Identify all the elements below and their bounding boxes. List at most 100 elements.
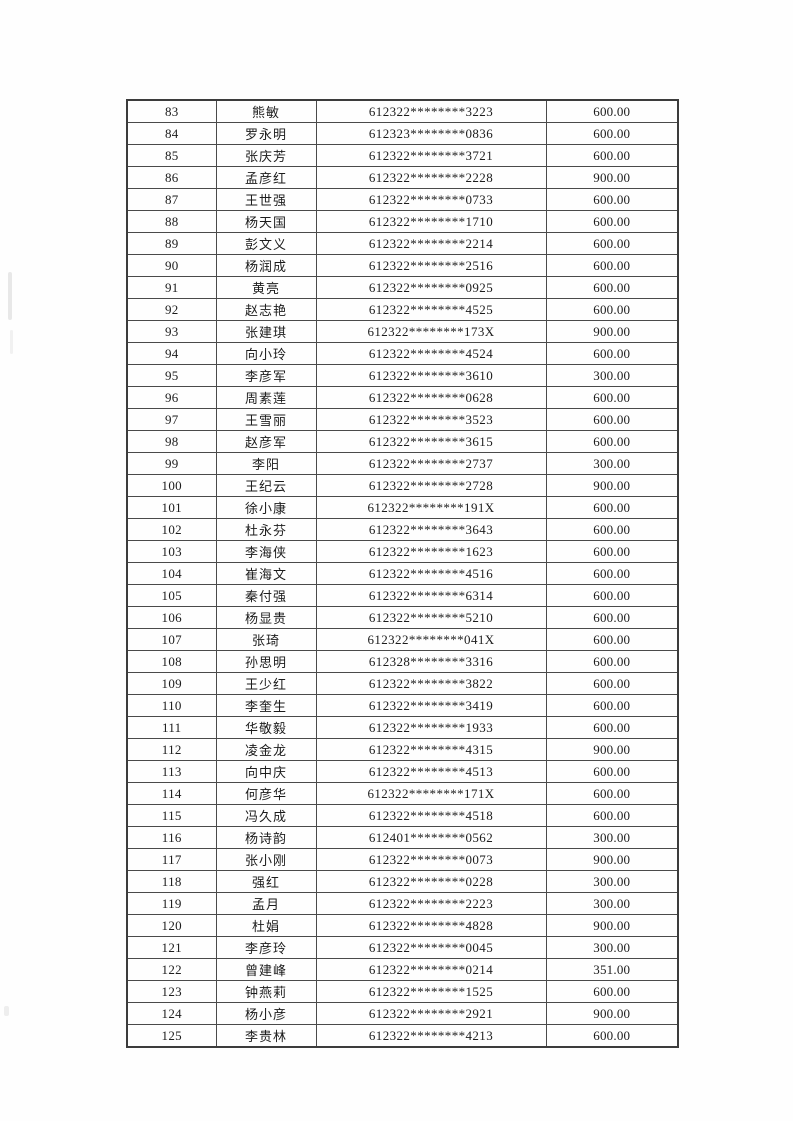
row-index-cell: 94 bbox=[126, 342, 217, 365]
amount-cell: 900.00 bbox=[545, 738, 679, 761]
amount-cell: 600.00 bbox=[545, 298, 679, 321]
amount-cell: 600.00 bbox=[545, 584, 679, 607]
row-index-cell: 124 bbox=[126, 1002, 217, 1025]
table-row: 101 徐小康 612322********191X 600.00 bbox=[126, 496, 679, 519]
row-index-cell: 95 bbox=[126, 364, 217, 387]
table-row: 92 赵志艳 612322********4525 600.00 bbox=[126, 298, 679, 321]
amount-cell: 600.00 bbox=[545, 276, 679, 299]
table-row: 97 王雪丽 612322********3523 600.00 bbox=[126, 408, 679, 431]
table-row: 117 张小刚 612322********0073 900.00 bbox=[126, 848, 679, 871]
table-row: 88 杨天国 612322********1710 600.00 bbox=[126, 210, 679, 233]
id-number-cell: 612322********4525 bbox=[315, 298, 547, 321]
table-row: 90 杨润成 612322********2516 600.00 bbox=[126, 254, 679, 277]
name-cell: 张小刚 bbox=[215, 848, 317, 871]
amount-cell: 600.00 bbox=[545, 540, 679, 563]
id-number-cell: 612322********2516 bbox=[315, 254, 547, 277]
amount-cell: 600.00 bbox=[545, 342, 679, 365]
row-index-cell: 107 bbox=[126, 628, 217, 651]
row-index-cell: 85 bbox=[126, 144, 217, 167]
name-cell: 周素莲 bbox=[215, 386, 317, 409]
id-number-cell: 612322********3615 bbox=[315, 430, 547, 453]
name-cell: 徐小康 bbox=[215, 496, 317, 519]
id-number-cell: 612328********3316 bbox=[315, 650, 547, 673]
table-row: 108 孙思明 612328********3316 600.00 bbox=[126, 650, 679, 673]
table-row: 110 李奎生 612322********3419 600.00 bbox=[126, 694, 679, 717]
table-row: 123 钟燕莉 612322********1525 600.00 bbox=[126, 980, 679, 1003]
name-cell: 钟燕莉 bbox=[215, 980, 317, 1003]
row-index-cell: 100 bbox=[126, 474, 217, 497]
id-number-cell: 612322********3822 bbox=[315, 672, 547, 695]
id-number-cell: 612322********2728 bbox=[315, 474, 547, 497]
name-cell: 孙思明 bbox=[215, 650, 317, 673]
table-row: 95 李彦军 612322********3610 300.00 bbox=[126, 364, 679, 387]
name-cell: 王少红 bbox=[215, 672, 317, 695]
table-row: 118 强红 612322********0228 300.00 bbox=[126, 870, 679, 893]
name-cell: 冯久成 bbox=[215, 804, 317, 827]
table-row: 116 杨诗韵 612401********0562 300.00 bbox=[126, 826, 679, 849]
table-row: 89 彭文义 612322********2214 600.00 bbox=[126, 232, 679, 255]
row-index-cell: 105 bbox=[126, 584, 217, 607]
row-index-cell: 125 bbox=[126, 1024, 217, 1048]
row-index-cell: 86 bbox=[126, 166, 217, 189]
id-number-cell: 612322********3419 bbox=[315, 694, 547, 717]
row-index-cell: 114 bbox=[126, 782, 217, 805]
amount-cell: 600.00 bbox=[545, 122, 679, 145]
id-number-cell: 612322********6314 bbox=[315, 584, 547, 607]
table-row: 111 华敬毅 612322********1933 600.00 bbox=[126, 716, 679, 739]
id-number-cell: 612322********4524 bbox=[315, 342, 547, 365]
row-index-cell: 111 bbox=[126, 716, 217, 739]
name-cell: 孟月 bbox=[215, 892, 317, 915]
amount-cell: 600.00 bbox=[545, 804, 679, 827]
scan-artifact bbox=[4, 1006, 9, 1016]
amount-cell: 300.00 bbox=[545, 826, 679, 849]
row-index-cell: 90 bbox=[126, 254, 217, 277]
name-cell: 杜娟 bbox=[215, 914, 317, 937]
name-cell: 何彦华 bbox=[215, 782, 317, 805]
row-index-cell: 83 bbox=[126, 99, 217, 123]
amount-cell: 600.00 bbox=[545, 386, 679, 409]
table-row: 98 赵彦军 612322********3615 600.00 bbox=[126, 430, 679, 453]
id-number-cell: 612322********1525 bbox=[315, 980, 547, 1003]
amount-cell: 600.00 bbox=[545, 650, 679, 673]
name-cell: 李彦军 bbox=[215, 364, 317, 387]
table-row: 124 杨小彦 612322********2921 900.00 bbox=[126, 1002, 679, 1025]
amount-cell: 600.00 bbox=[545, 980, 679, 1003]
row-index-cell: 108 bbox=[126, 650, 217, 673]
name-cell: 向中庆 bbox=[215, 760, 317, 783]
amount-cell: 900.00 bbox=[545, 166, 679, 189]
name-cell: 张琦 bbox=[215, 628, 317, 651]
id-number-cell: 612322********041X bbox=[315, 628, 547, 651]
name-cell: 李阳 bbox=[215, 452, 317, 475]
name-cell: 崔海文 bbox=[215, 562, 317, 585]
id-number-cell: 612322********3721 bbox=[315, 144, 547, 167]
id-number-cell: 612322********0628 bbox=[315, 386, 547, 409]
name-cell: 赵彦军 bbox=[215, 430, 317, 453]
id-number-cell: 612322********2214 bbox=[315, 232, 547, 255]
id-number-cell: 612322********2223 bbox=[315, 892, 547, 915]
table-row: 93 张建琪 612322********173X 900.00 bbox=[126, 320, 679, 343]
row-index-cell: 89 bbox=[126, 232, 217, 255]
amount-cell: 600.00 bbox=[545, 694, 679, 717]
table-row: 113 向中庆 612322********4513 600.00 bbox=[126, 760, 679, 783]
amount-cell: 600.00 bbox=[545, 672, 679, 695]
table-row: 107 张琦 612322********041X 600.00 bbox=[126, 628, 679, 651]
name-cell: 向小玲 bbox=[215, 342, 317, 365]
name-cell: 曾建峰 bbox=[215, 958, 317, 981]
table-row: 114 何彦华 612322********171X 600.00 bbox=[126, 782, 679, 805]
amount-cell: 600.00 bbox=[545, 606, 679, 629]
row-index-cell: 115 bbox=[126, 804, 217, 827]
amount-cell: 900.00 bbox=[545, 320, 679, 343]
row-index-cell: 92 bbox=[126, 298, 217, 321]
row-index-cell: 123 bbox=[126, 980, 217, 1003]
name-cell: 华敬毅 bbox=[215, 716, 317, 739]
name-cell: 张建琪 bbox=[215, 320, 317, 343]
name-cell: 秦付强 bbox=[215, 584, 317, 607]
table-row: 105 秦付强 612322********6314 600.00 bbox=[126, 584, 679, 607]
name-cell: 黄亮 bbox=[215, 276, 317, 299]
name-cell: 王纪云 bbox=[215, 474, 317, 497]
id-number-cell: 612322********4518 bbox=[315, 804, 547, 827]
table-row: 115 冯久成 612322********4518 600.00 bbox=[126, 804, 679, 827]
id-number-cell: 612322********2737 bbox=[315, 452, 547, 475]
table-row: 103 李海侠 612322********1623 600.00 bbox=[126, 540, 679, 563]
